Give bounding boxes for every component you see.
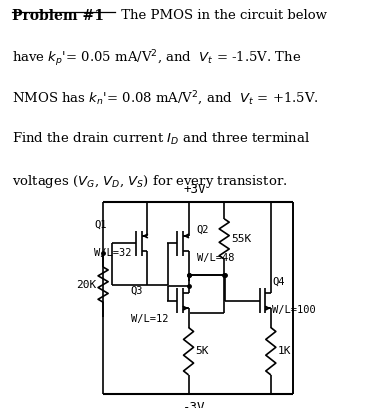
Text: 1K: 1K <box>278 346 291 356</box>
Text: The PMOS in the circuit below: The PMOS in the circuit below <box>117 9 327 22</box>
Text: +3V: +3V <box>183 182 206 195</box>
Text: W/L=12: W/L=12 <box>131 314 168 324</box>
Text: NMOS has $k_n$'= 0.08 mA/V$^2$, and  $V_t$ = +1.5V.: NMOS has $k_n$'= 0.08 mA/V$^2$, and $V_t… <box>12 90 319 108</box>
Text: voltages ($V_G$, $V_D$, $V_S$) for every transistor.: voltages ($V_G$, $V_D$, $V_S$) for every… <box>12 173 287 190</box>
Text: W/L=48: W/L=48 <box>197 253 234 263</box>
Text: Problem #1: Problem #1 <box>12 9 104 23</box>
Text: 5K: 5K <box>195 346 209 356</box>
Text: Q4: Q4 <box>272 277 285 287</box>
Text: W/L=100: W/L=100 <box>272 305 316 315</box>
Text: Q2: Q2 <box>197 224 209 234</box>
Text: Find the drain current $I_D$ and three terminal: Find the drain current $I_D$ and three t… <box>12 131 310 147</box>
Text: 20K: 20K <box>76 279 96 290</box>
Text: -3V: -3V <box>183 401 206 408</box>
Text: Q3: Q3 <box>131 286 143 296</box>
Text: Q1: Q1 <box>94 220 107 230</box>
Text: W/L=32: W/L=32 <box>94 248 131 258</box>
Text: 55K: 55K <box>231 234 251 244</box>
Text: have $k_p$'= 0.05 mA/V$^2$, and  $V_t$ = -1.5V. The: have $k_p$'= 0.05 mA/V$^2$, and $V_t$ = … <box>12 49 301 69</box>
